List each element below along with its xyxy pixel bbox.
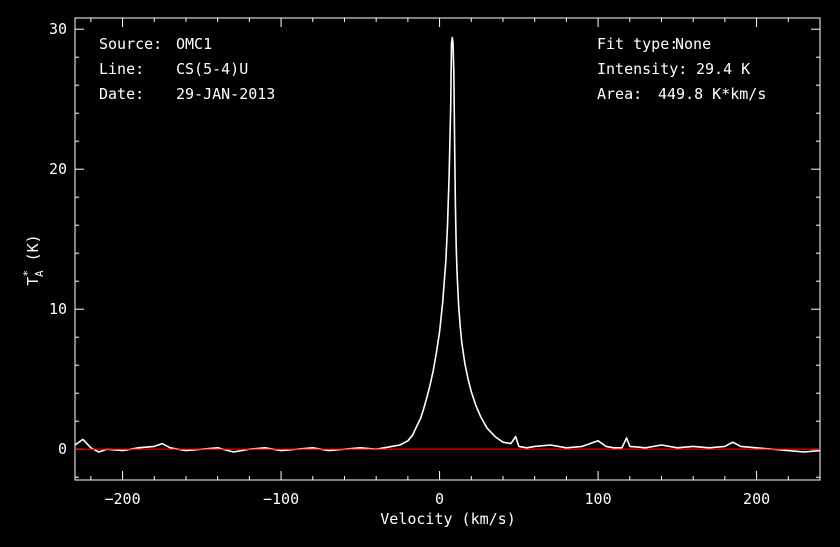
info-right-value: None: [675, 35, 712, 53]
info-left-key: Date:: [99, 85, 145, 103]
x-tick-label: 0: [435, 490, 444, 508]
info-right-key: Fit type:: [597, 35, 679, 53]
x-tick-label: −100: [263, 490, 299, 508]
x-tick-label: 200: [743, 490, 770, 508]
y-tick-label: 0: [58, 440, 67, 458]
x-tick-label: −200: [104, 490, 140, 508]
info-right-key: Area:: [597, 85, 643, 103]
info-left-value: OMC1: [176, 35, 213, 53]
y-axis-label: T*A (K): [21, 234, 46, 285]
info-right-key: Intensity:: [597, 60, 688, 78]
svg-text:T*A (K): T*A (K): [21, 234, 46, 285]
info-left-key: Line:: [99, 60, 145, 78]
info-left-value: 29-JAN-2013: [176, 85, 276, 103]
info-left-key: Source:: [99, 35, 163, 53]
x-axis-label: Velocity (km/s): [380, 510, 515, 528]
info-right-value: 449.8 K*km/s: [658, 85, 767, 103]
y-tick-label: 30: [49, 20, 67, 38]
plot-frame: [74, 17, 821, 481]
info-right-value: 29.4 K: [696, 60, 751, 78]
x-tick-label: 100: [585, 490, 612, 508]
y-tick-label: 20: [49, 160, 67, 178]
y-tick-label: 10: [49, 300, 67, 318]
info-left-value: CS(5-4)U: [176, 60, 249, 78]
